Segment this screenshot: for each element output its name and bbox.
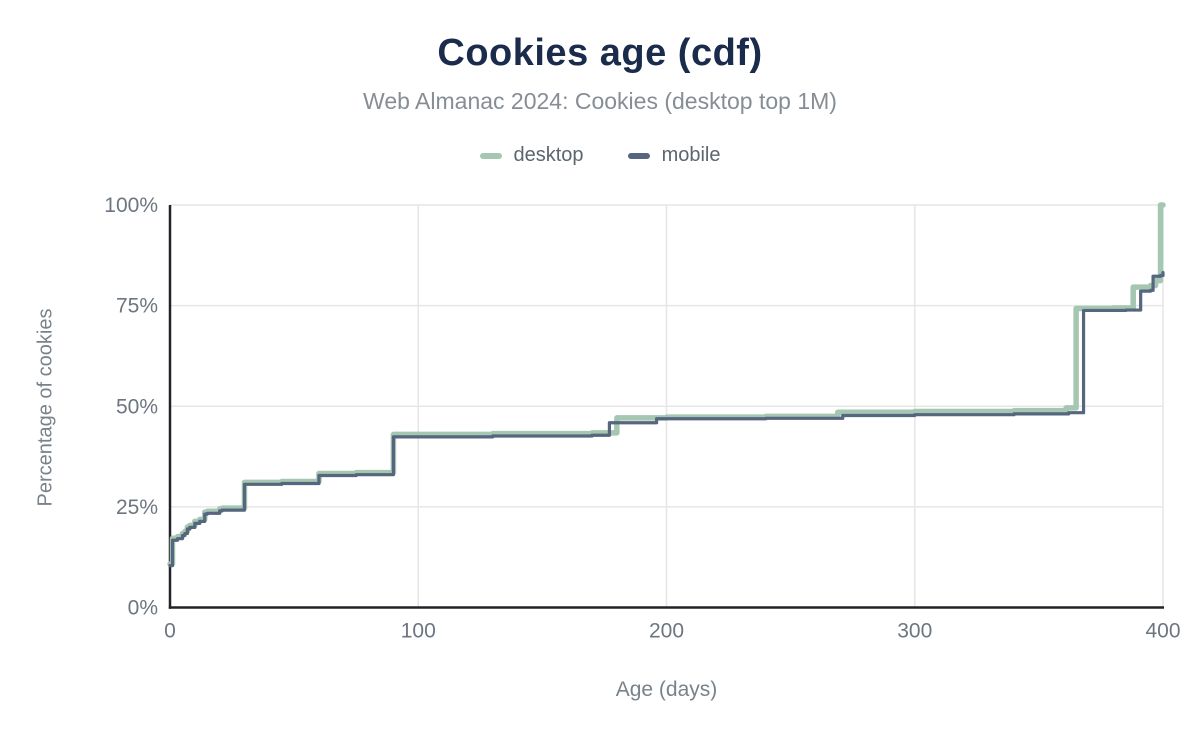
legend-label-mobile: mobile [661, 144, 721, 166]
y-tick-label: 75% [116, 295, 158, 318]
x-axis-title: Age (days) [615, 678, 718, 701]
x-tick-label: 0 [164, 620, 176, 643]
legend-label-desktop: desktop [513, 144, 584, 166]
chart-subtitle: Web Almanac 2024: Cookies (desktop top 1… [363, 88, 837, 114]
y-tick-label: 50% [116, 395, 158, 418]
chart-title: Cookies age (cdf) [437, 32, 763, 74]
mobile-series-line[interactable] [168, 271, 1165, 568]
y-tick-label: 100% [104, 194, 158, 217]
mobile-series-swatch-icon [627, 152, 650, 159]
legend-item-desktop[interactable]: desktop [479, 144, 584, 167]
chart-legend: desktop mobile [0, 144, 1200, 167]
legend-item-mobile[interactable]: mobile [627, 144, 721, 167]
x-tick-label: 200 [649, 620, 684, 643]
y-axis-title: Percentage of cookies [34, 308, 57, 507]
y-tick-label: 0% [128, 597, 158, 620]
y-tick-label: 25% [116, 496, 158, 519]
x-tick-label: 100 [401, 620, 436, 643]
desktop-series-swatch-icon [479, 152, 502, 159]
x-tick-label: 400 [1145, 620, 1180, 643]
x-tick-label: 300 [897, 620, 932, 643]
